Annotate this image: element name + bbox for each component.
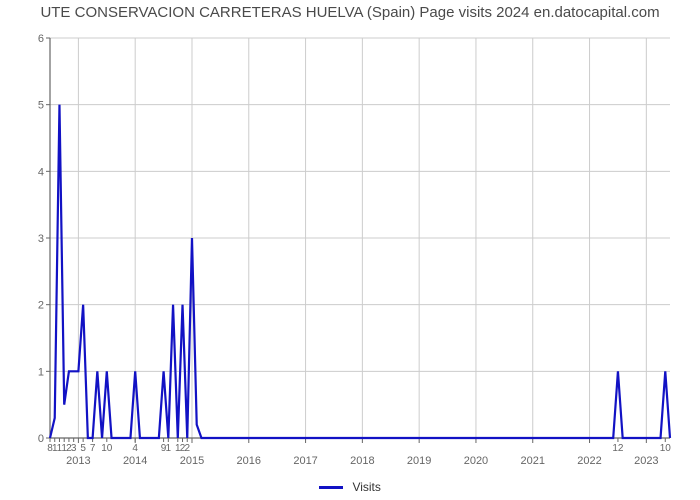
svg-text:2015: 2015: [180, 455, 204, 467]
svg-text:1: 1: [38, 366, 44, 378]
svg-text:6: 6: [38, 33, 44, 45]
svg-text:2016: 2016: [237, 455, 261, 467]
svg-text:2014: 2014: [123, 455, 147, 467]
svg-text:2: 2: [184, 443, 190, 454]
svg-text:2: 2: [38, 300, 44, 312]
chart-title: UTE CONSERVACION CARRETERAS HUELVA (Spai…: [0, 4, 700, 21]
svg-text:3: 3: [38, 233, 44, 245]
svg-text:2017: 2017: [293, 455, 317, 467]
svg-text:2018: 2018: [350, 455, 374, 467]
legend-swatch: [319, 486, 343, 489]
svg-text:5: 5: [80, 443, 86, 454]
svg-text:2023: 2023: [634, 455, 658, 467]
svg-text:4: 4: [38, 166, 44, 178]
svg-text:2020: 2020: [464, 455, 488, 467]
svg-text:4: 4: [132, 443, 138, 454]
legend-label: Visits: [352, 480, 380, 494]
svg-text:3: 3: [71, 443, 77, 454]
legend: Visits: [0, 480, 700, 494]
svg-text:5: 5: [38, 100, 44, 112]
svg-text:12: 12: [612, 443, 624, 454]
svg-text:7: 7: [90, 443, 96, 454]
svg-text:0: 0: [38, 433, 44, 445]
svg-text:2013: 2013: [66, 455, 90, 467]
svg-text:2022: 2022: [577, 455, 601, 467]
svg-text:2019: 2019: [407, 455, 431, 467]
svg-text:10: 10: [101, 443, 113, 454]
svg-text:10: 10: [660, 443, 672, 454]
visits-line-chart: 0123456201320142015201620172018201920202…: [30, 30, 680, 470]
svg-text:1: 1: [166, 443, 172, 454]
svg-text:2021: 2021: [521, 455, 545, 467]
